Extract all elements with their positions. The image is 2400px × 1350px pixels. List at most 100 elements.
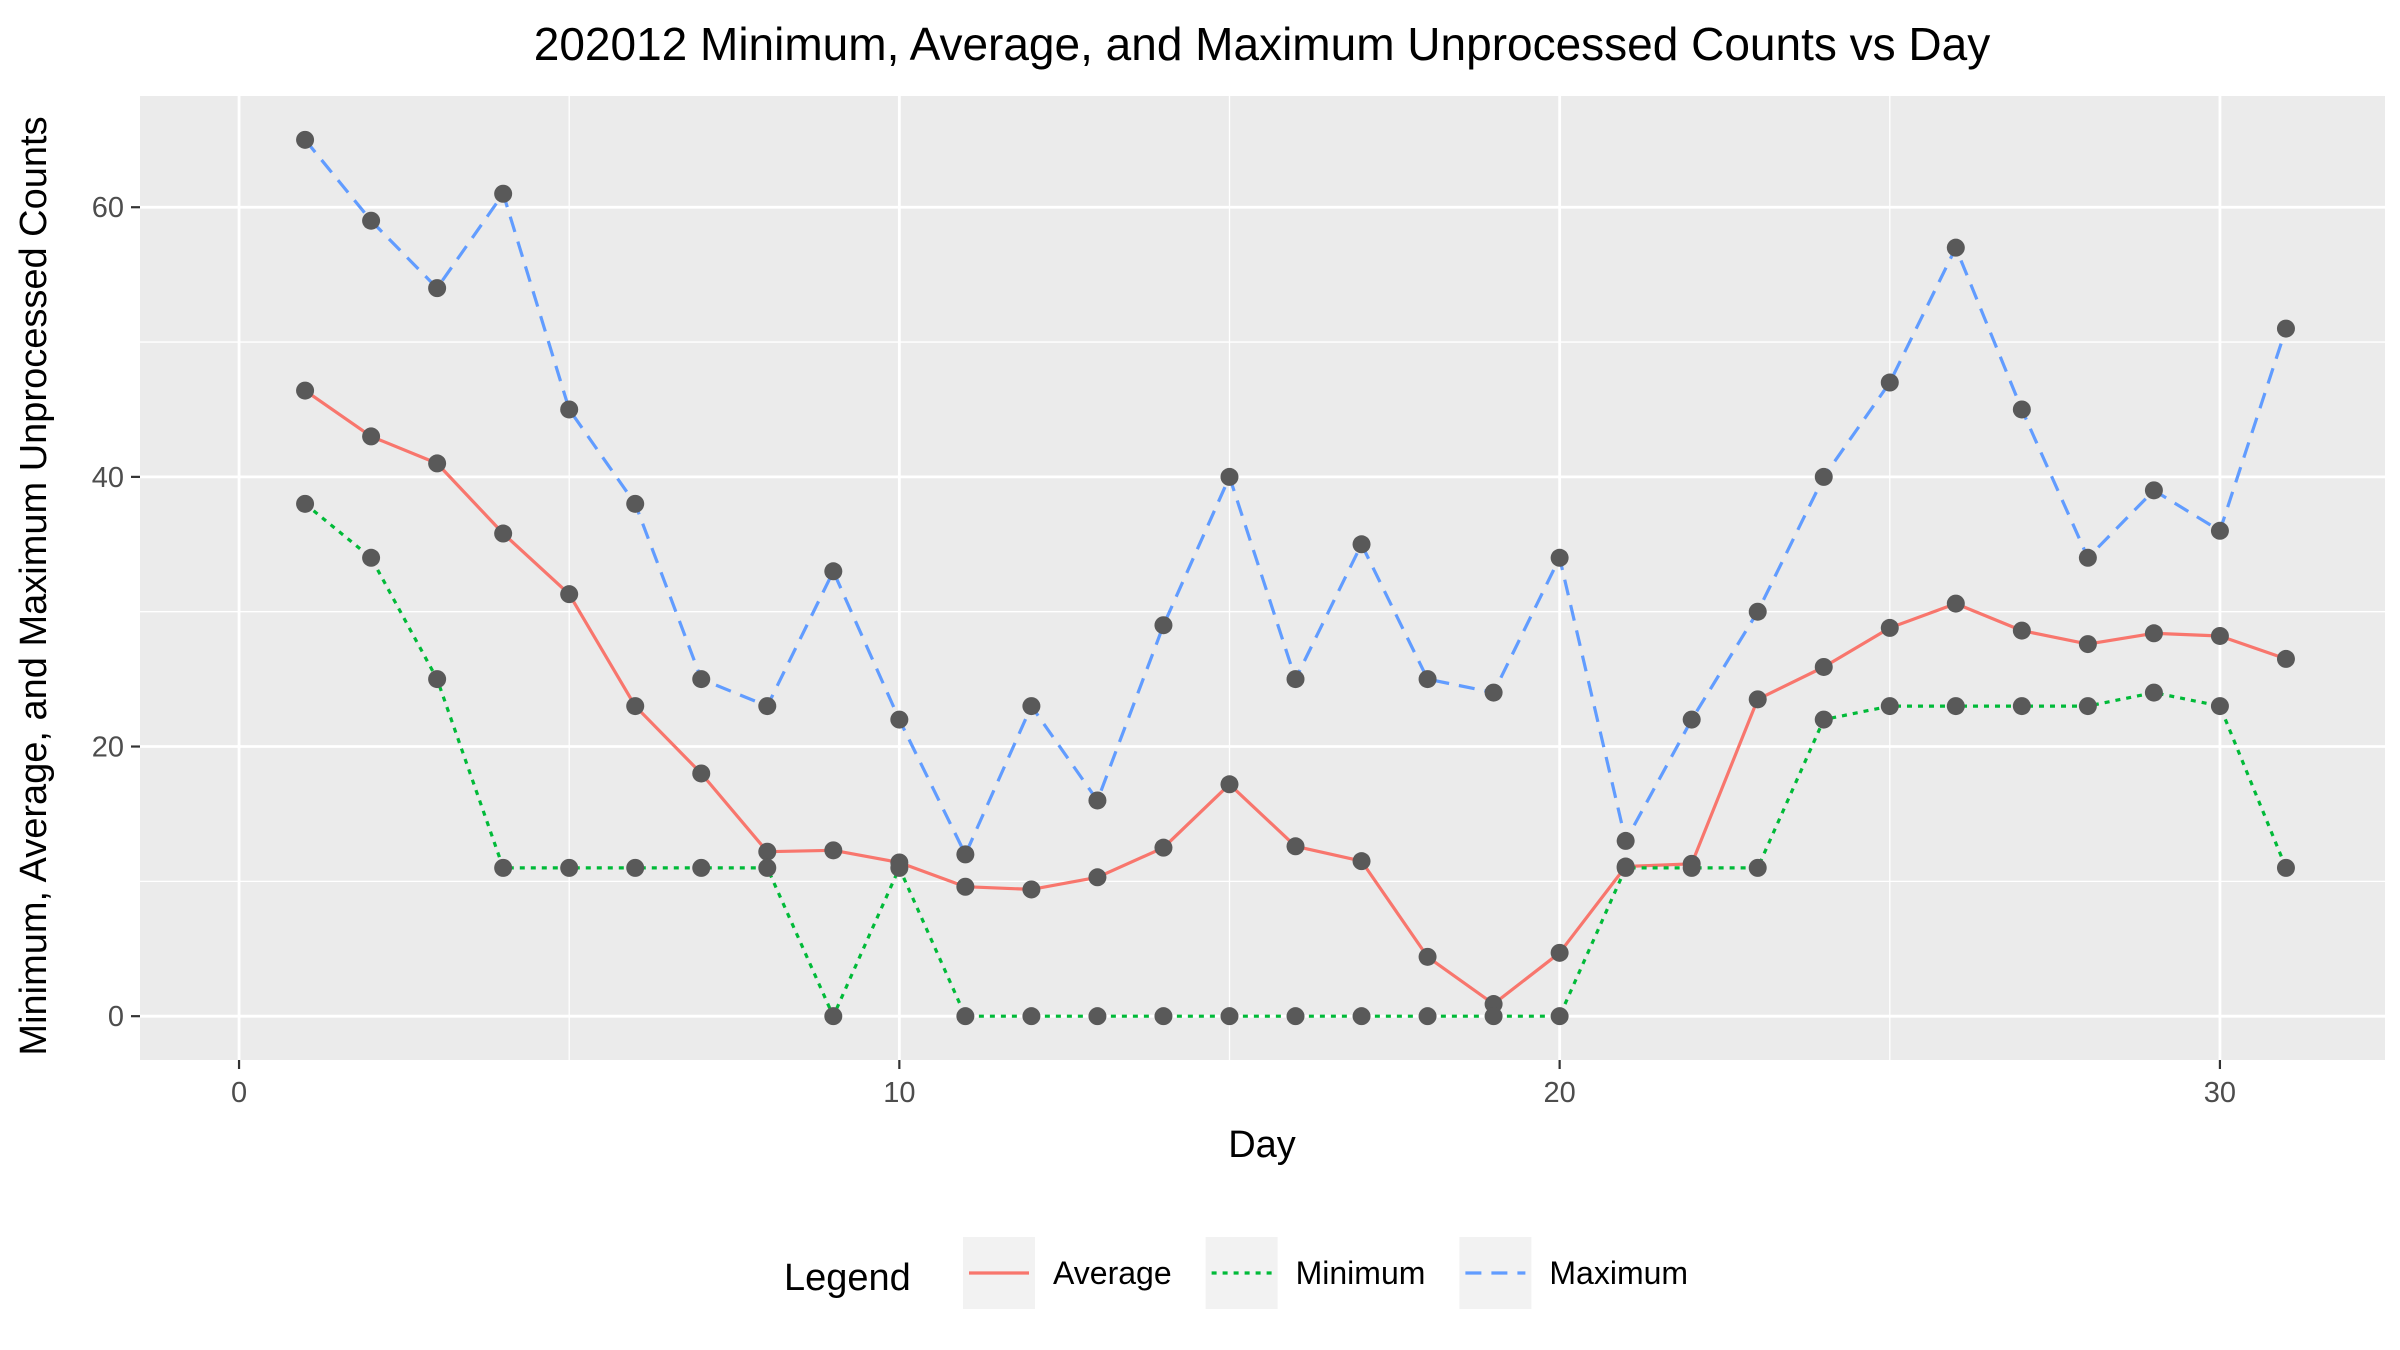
y-tick-label: 60 — [92, 192, 124, 224]
data-point-maximum — [758, 697, 777, 716]
data-point-minimum — [1088, 1007, 1107, 1026]
data-point-minimum — [626, 858, 645, 877]
legend-key-average — [963, 1237, 1035, 1309]
data-point-average — [1946, 594, 1965, 613]
y-tick-label: 20 — [92, 732, 124, 764]
data-point-maximum — [1682, 710, 1701, 729]
data-point-minimum — [1748, 858, 1767, 877]
data-point-minimum — [494, 858, 513, 877]
plot-panel — [140, 96, 2385, 1060]
data-point-maximum — [2078, 548, 2097, 567]
data-point-average — [1220, 775, 1239, 794]
data-point-maximum — [956, 845, 975, 864]
data-point-maximum — [428, 279, 447, 298]
data-point-maximum — [1814, 467, 1833, 486]
data-point-average — [1088, 868, 1107, 887]
data-point-average — [494, 524, 513, 543]
data-point-average — [692, 764, 711, 783]
data-point-maximum — [560, 400, 579, 419]
data-point-minimum — [1682, 858, 1701, 877]
data-point-average — [1550, 943, 1569, 962]
data-point-minimum — [2078, 697, 2097, 716]
y-tick-label: 0 — [108, 1001, 124, 1033]
data-point-average — [1418, 947, 1437, 966]
data-point-average — [2144, 624, 2163, 643]
data-point-maximum — [1286, 670, 1305, 689]
y-axis-title: Minimum, Average, and Maximum Unprocesse… — [13, 116, 55, 1055]
data-point-minimum — [560, 858, 579, 877]
data-point-average — [1286, 837, 1305, 856]
data-point-minimum — [692, 858, 711, 877]
legend: Legend Average Minimum Maximum — [784, 1237, 1688, 1309]
data-point-minimum — [824, 1007, 843, 1026]
data-point-maximum — [1946, 238, 1965, 257]
x-tick-label: 20 — [1543, 1077, 1575, 1109]
data-point-maximum — [1418, 670, 1437, 689]
legend-label-average: Average — [1053, 1255, 1172, 1291]
data-point-minimum — [1220, 1007, 1239, 1026]
data-point-average — [362, 427, 381, 446]
data-point-maximum — [1022, 697, 1041, 716]
data-point-maximum — [2012, 400, 2031, 419]
data-point-maximum — [1154, 616, 1173, 635]
legend-key-background — [1205, 1237, 1278, 1309]
data-point-minimum — [1616, 858, 1635, 877]
data-point-maximum — [1550, 548, 1569, 567]
data-point-maximum — [2276, 319, 2295, 338]
data-point-average — [2078, 635, 2097, 654]
data-point-average — [560, 585, 579, 604]
data-point-average — [1022, 880, 1041, 899]
data-point-maximum — [824, 562, 843, 581]
data-point-minimum — [1484, 1007, 1503, 1026]
data-point-maximum — [296, 130, 315, 149]
data-point-minimum — [2144, 683, 2163, 702]
data-point-maximum — [1616, 831, 1635, 850]
legend-key-minimum — [1205, 1237, 1278, 1309]
data-point-average — [1814, 657, 1833, 676]
data-point-average — [1352, 852, 1371, 871]
data-point-minimum — [2210, 697, 2229, 716]
x-tick-label: 10 — [883, 1077, 915, 1109]
data-point-average — [1880, 618, 1899, 637]
y-tick-label: 40 — [92, 462, 124, 494]
data-point-maximum — [2210, 521, 2229, 540]
data-point-maximum — [890, 710, 909, 729]
data-point-average — [824, 841, 843, 860]
data-point-average — [2012, 621, 2031, 640]
legend-title: Legend — [784, 1257, 911, 1299]
data-point-minimum — [890, 858, 909, 877]
data-point-maximum — [1748, 602, 1767, 621]
data-point-minimum — [758, 858, 777, 877]
data-point-average — [296, 381, 315, 400]
legend-key-maximum — [1459, 1237, 1532, 1309]
data-point-minimum — [1814, 710, 1833, 729]
data-point-maximum — [1484, 683, 1503, 702]
data-point-maximum — [1220, 467, 1239, 486]
data-point-maximum — [362, 211, 381, 230]
data-point-maximum — [1352, 535, 1371, 554]
x-axis-title: Day — [1228, 1124, 1296, 1166]
data-point-average — [1154, 838, 1173, 857]
data-point-minimum — [1154, 1007, 1173, 1026]
data-point-maximum — [626, 494, 645, 513]
data-point-minimum — [1880, 697, 1899, 716]
data-point-average — [758, 842, 777, 861]
data-point-minimum — [1352, 1007, 1371, 1026]
data-point-average — [1748, 690, 1767, 709]
data-point-minimum — [428, 670, 447, 689]
data-point-maximum — [692, 670, 711, 689]
data-point-minimum — [1946, 697, 1965, 716]
chart-title: 202012 Minimum, Average, and Maximum Unp… — [534, 18, 1991, 70]
data-point-average — [2210, 626, 2229, 645]
legend-label-minimum: Minimum — [1296, 1255, 1426, 1291]
data-point-minimum — [362, 548, 381, 567]
data-point-average — [626, 697, 645, 716]
x-tick-label: 0 — [231, 1077, 247, 1109]
data-point-minimum — [1550, 1007, 1569, 1026]
data-point-minimum — [1286, 1007, 1305, 1026]
data-point-minimum — [956, 1007, 975, 1026]
data-point-minimum — [1418, 1007, 1437, 1026]
data-point-maximum — [1880, 373, 1899, 392]
